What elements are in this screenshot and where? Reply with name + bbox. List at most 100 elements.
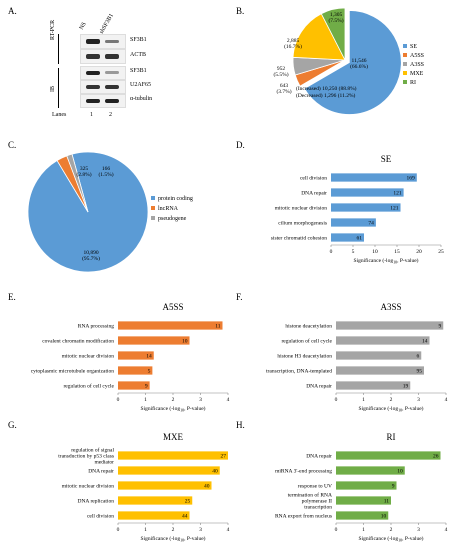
panel-label-h: H. [236, 420, 245, 430]
bar-data-label: 169 [407, 176, 416, 182]
blot-strip-actb [80, 49, 126, 64]
x-tick-label: 20 [416, 249, 422, 255]
bar-data-label: 9 [392, 484, 395, 490]
x-tick-label: 0 [117, 397, 120, 403]
bar-data-label: 95 [417, 369, 423, 375]
x-tick-label: 2 [390, 527, 393, 533]
pseudogene-label: 166 (1.5%) [94, 166, 118, 178]
protein-coding-pct: (95.7%) [82, 256, 100, 262]
bar-data-label: 10 [397, 469, 403, 475]
category-label: cell division [300, 176, 327, 182]
mxe-count: 2,885 [286, 38, 300, 44]
legend-item: MXE [403, 71, 424, 80]
legend-item: pseudogene [151, 216, 193, 226]
lanes-label: Lanes [52, 112, 67, 118]
category-label: response to UV [298, 484, 332, 490]
category-label: mitotic nuclear division [275, 206, 327, 212]
legend-item: RI [403, 80, 424, 89]
bar-data-label: 10 [182, 339, 188, 345]
category-label: DNA repair [301, 191, 327, 197]
bar [118, 496, 193, 505]
legend-label: protein coding [158, 196, 193, 202]
bar-data-label: 40 [212, 469, 218, 475]
x-tick-label: 4 [227, 527, 230, 533]
a5ss-pct: (3.7%) [276, 89, 292, 95]
panel-label-e: E. [8, 292, 16, 302]
ib-label: IB [50, 86, 56, 92]
pie-slice-pseudogene [66, 153, 89, 213]
pie-slice-se [303, 10, 402, 115]
a3ss-label: 952 (5.5%) [270, 66, 292, 78]
bar-chart-d: SE 0 5 10 15 20 25 169 cell division 121 DNA repai… [271, 154, 444, 265]
bar-data-label: 5 [148, 369, 151, 375]
category-label: sister chromatid cohesion [271, 236, 327, 242]
category-label: cell division [87, 514, 114, 520]
category-label: DNA repair [88, 469, 114, 475]
bar-data-label: 27 [221, 454, 227, 460]
x-tick-label: 4 [445, 527, 448, 533]
x-tick-label: 15 [394, 249, 400, 255]
category-label: RNA export from nucleus [275, 513, 332, 520]
lane-header-shsf3b1: shSF3B1 [98, 12, 116, 35]
x-tick-label: 4 [227, 397, 230, 403]
legend-label: SE [410, 44, 418, 50]
category-label: miRNA 3'-end processing [275, 469, 332, 475]
blot-row-label: U2AF65 [130, 82, 152, 88]
rt-pcr-bracket [58, 34, 59, 64]
x-tick-label: 1 [144, 527, 147, 533]
bar-data-label: 9 [439, 324, 442, 330]
bar-data-label: 25 [185, 499, 191, 505]
bar [118, 336, 190, 345]
bar-data-label: 121 [393, 191, 402, 197]
legend-item: protein coding [151, 196, 193, 206]
a5ss-label: 643 (3.7%) [273, 83, 295, 95]
blot-strip-tubulin [80, 94, 126, 108]
a5ss-count: 643 [279, 83, 289, 89]
blot-strip-sf3b1-pcr [80, 34, 126, 49]
legend-label: MXE [410, 71, 424, 77]
category-label: termination of RNA polymerase II transcrip… [288, 492, 333, 511]
bar [336, 351, 422, 360]
se-label: 11,546 (66.6%) [344, 58, 374, 70]
lncrna-count: 325 [79, 166, 89, 172]
rt-pcr-label: RT-PCR [50, 19, 56, 40]
chart-title: MXE [163, 432, 184, 442]
bar-data-label: 14 [146, 354, 152, 360]
blot-row-label: SF3B1 [130, 37, 147, 43]
x-tick-label: 10 [372, 249, 378, 255]
panel-label-d: D. [236, 140, 245, 150]
lane-number: 1 [90, 112, 93, 118]
ri-label: 1,305 (7.5%) [324, 12, 348, 24]
bar-data-label: 9 [145, 384, 148, 390]
x-tick-label: 2 [390, 397, 393, 403]
category-label: regulation of signal transduction by p53 … [58, 447, 114, 466]
lane-header-ns: NS [78, 21, 88, 31]
bar [336, 466, 405, 475]
bar [331, 218, 376, 227]
x-tick-label: 4 [445, 397, 448, 403]
pseudogene-count: 166 [101, 166, 111, 172]
ri-pct: (7.5%) [328, 18, 344, 24]
bar [118, 511, 190, 520]
mxe-pct: (16.7%) [284, 44, 302, 50]
x-tick-label: 1 [362, 527, 365, 533]
bar-data-label: 14 [422, 339, 428, 345]
increased-label: (Increased) 10,250 (88.8%) [296, 86, 357, 92]
x-tick-label: 0 [335, 397, 338, 403]
category-label: mitotic nuclear division [62, 484, 114, 490]
ib-bracket [58, 68, 59, 108]
x-tick-label: 5 [352, 249, 355, 255]
category-label: transcription, DNA-templated [266, 369, 332, 375]
x-tick-label: 2 [172, 397, 175, 403]
chart-title: RI [387, 432, 396, 442]
ri-count: 1,305 [329, 12, 343, 18]
category-label: mitotic nuclear division [62, 354, 114, 360]
pie-slice-protein-coding [27, 151, 149, 273]
x-tick-label: 3 [417, 397, 420, 403]
legend-label: lncRNA [158, 206, 178, 212]
pie-chart-c [27, 151, 149, 273]
mxe-label: 2,885 (16.7%) [280, 38, 306, 50]
lncrna-label: 325 (2.8%) [72, 166, 96, 178]
category-label: regulation of cell cycle [281, 338, 332, 345]
category-label: regulation of cell cycle [63, 383, 114, 390]
